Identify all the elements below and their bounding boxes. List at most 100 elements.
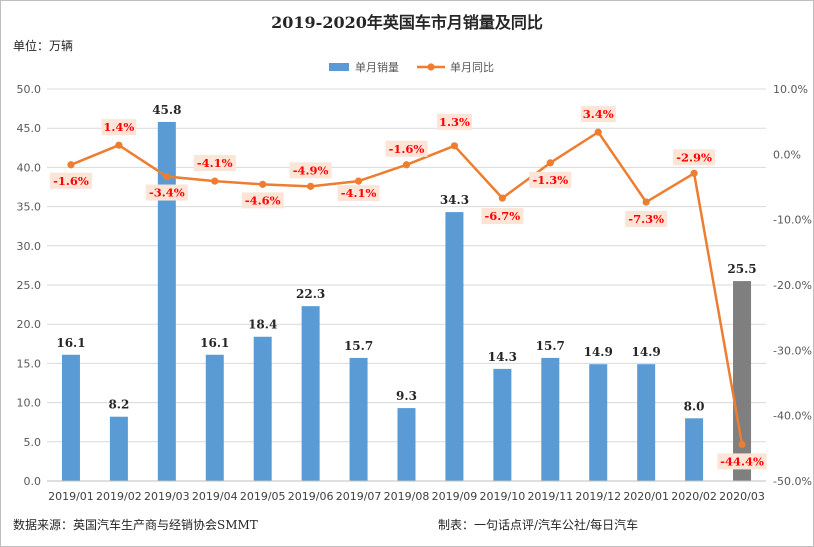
- x-tick-label: 2019/06: [288, 490, 334, 503]
- line-data-label: -44.4%: [720, 454, 764, 468]
- x-tick-label: 2020/02: [671, 490, 717, 503]
- line-data-label: -1.6%: [53, 174, 89, 188]
- bar-data-label: 15.7: [536, 339, 565, 353]
- x-tick-label: 2019/12: [575, 490, 621, 503]
- line-series: [67, 128, 746, 449]
- bar-data-label: 8.2: [108, 398, 129, 412]
- line-label-box: [481, 208, 524, 225]
- bar-data-label: 14.9: [584, 345, 613, 359]
- source-note: 数据来源：英国汽车生产商与经销协会SMMT: [13, 517, 258, 532]
- line-labels: -1.6%1.4%-3.4%-4.1%-4.6%-4.9%-4.1%-1.6%1…: [49, 106, 767, 470]
- line-point: [354, 177, 363, 185]
- line-label-box: [193, 155, 236, 172]
- line-point: [163, 172, 171, 181]
- legend-swatch-marker: [427, 63, 435, 71]
- line-data-label: -1.6%: [389, 142, 425, 156]
- line-data-label: -3.4%: [149, 186, 185, 200]
- bar: [445, 212, 464, 481]
- legend-swatch-bar: [329, 63, 349, 71]
- line-label-box: [241, 192, 284, 209]
- line-data-label: -4.1%: [341, 186, 377, 200]
- line-label-box: [529, 171, 572, 188]
- unit-label: 单位：万辆: [13, 38, 73, 53]
- line-point: [498, 194, 506, 202]
- line-point: [259, 180, 267, 188]
- y-left-tick-label: 45.0: [17, 122, 42, 135]
- y-left-tick-label: 30.0: [17, 240, 42, 253]
- line-data-label: -4.1%: [197, 156, 233, 170]
- line-label-box: [580, 106, 616, 123]
- bar-data-label: 15.7: [344, 339, 373, 353]
- line-point: [690, 169, 698, 177]
- x-tick-label: 2019/11: [527, 490, 573, 503]
- line-label-box: [49, 172, 92, 189]
- x-tick-label: 2020/03: [719, 490, 765, 503]
- line-data-label: -1.3%: [532, 173, 568, 187]
- x-tick-label: 2019/07: [336, 490, 382, 503]
- line-label-box: [437, 113, 472, 130]
- line-data-label: -4.6%: [245, 193, 281, 207]
- bar: [637, 364, 656, 481]
- line-point: [402, 161, 411, 169]
- y-left-tick-label: 10.0: [17, 397, 42, 410]
- line-point: [450, 142, 459, 150]
- maker-note: 制表：一句话点评/汽车公社/每日汽车: [438, 517, 638, 532]
- y-right-tick-label: -10.0%: [773, 214, 812, 227]
- line-data-label: 1.4%: [103, 120, 134, 134]
- y-right-tick-label: -50.0%: [773, 475, 812, 488]
- line-label-box: [101, 119, 137, 136]
- bar-data-label: 14.9: [632, 345, 661, 359]
- bar-data-label: 8.0: [684, 399, 705, 413]
- line-label-box: [337, 185, 380, 202]
- line-point: [211, 177, 219, 185]
- y-right-tick-label: -30.0%: [773, 344, 812, 357]
- y-axis-right: -50.0% -40.0% -30.0% -20.0% -10.0% 0.0% 10.0%: [773, 83, 812, 488]
- bar: [109, 416, 128, 481]
- y-left-tick-label: 5.0: [24, 436, 42, 449]
- bar-data-label: 22.3: [296, 287, 325, 301]
- bar: [253, 336, 272, 481]
- y-right-tick-label: 0.0%: [773, 148, 801, 161]
- line-point: [307, 182, 315, 190]
- legend-label-line: 单月同比: [450, 61, 494, 74]
- line-label-box: [673, 149, 716, 166]
- bar: [205, 354, 224, 481]
- y-left-tick-label: 0.0: [24, 475, 42, 488]
- x-tick-label: 2020/01: [623, 490, 669, 503]
- y-left-tick-label: 20.0: [17, 318, 42, 331]
- x-tick-label: 2019/10: [480, 490, 526, 503]
- line-data-label: -6.7%: [485, 209, 521, 223]
- line-point: [115, 141, 123, 149]
- bar-data-label: 45.8: [152, 103, 181, 117]
- bar: [301, 306, 320, 481]
- bar-labels: 16.1 8.2 45.8 16.1 18.4 22.3 15.7 9.3 34.3 14.3 15…: [56, 103, 756, 413]
- chart-title: 2019-2020年英国车市月销量及同比: [271, 13, 543, 32]
- x-axis: 2019/01 2019/02 2019/03 2019/04 2019/05 2019/…: [47, 480, 766, 503]
- line-data-label: -7.3%: [628, 212, 664, 226]
- y-left-tick-label: 25.0: [17, 279, 42, 292]
- bar-data-label: 34.3: [440, 193, 469, 207]
- y-right-tick-label: 10.0%: [773, 83, 808, 96]
- bar: [541, 357, 560, 481]
- line-label-box: [289, 162, 332, 179]
- line-point: [642, 198, 650, 206]
- bar-data-label: 9.3: [396, 389, 417, 403]
- bar-data-label: 16.1: [200, 336, 229, 350]
- bar-data-label: 14.3: [488, 350, 517, 364]
- line-label-box: [385, 140, 428, 157]
- y-left-tick-label: 15.0: [17, 357, 42, 370]
- bar: [733, 281, 752, 481]
- bar: [61, 354, 80, 481]
- line-label-box: [145, 184, 188, 201]
- line-label-box: [625, 211, 668, 228]
- legend: 单月销量 单月同比: [329, 60, 494, 74]
- x-tick-label: 2019/04: [192, 490, 238, 503]
- y-right-tick-label: -20.0%: [773, 279, 812, 292]
- line-data-label: -2.9%: [676, 150, 712, 164]
- line-point: [546, 159, 554, 167]
- bar: [349, 357, 368, 481]
- bar: [685, 418, 704, 481]
- y-left-tick-label: 40.0: [17, 161, 42, 174]
- x-tick-label: 2019/08: [384, 490, 430, 503]
